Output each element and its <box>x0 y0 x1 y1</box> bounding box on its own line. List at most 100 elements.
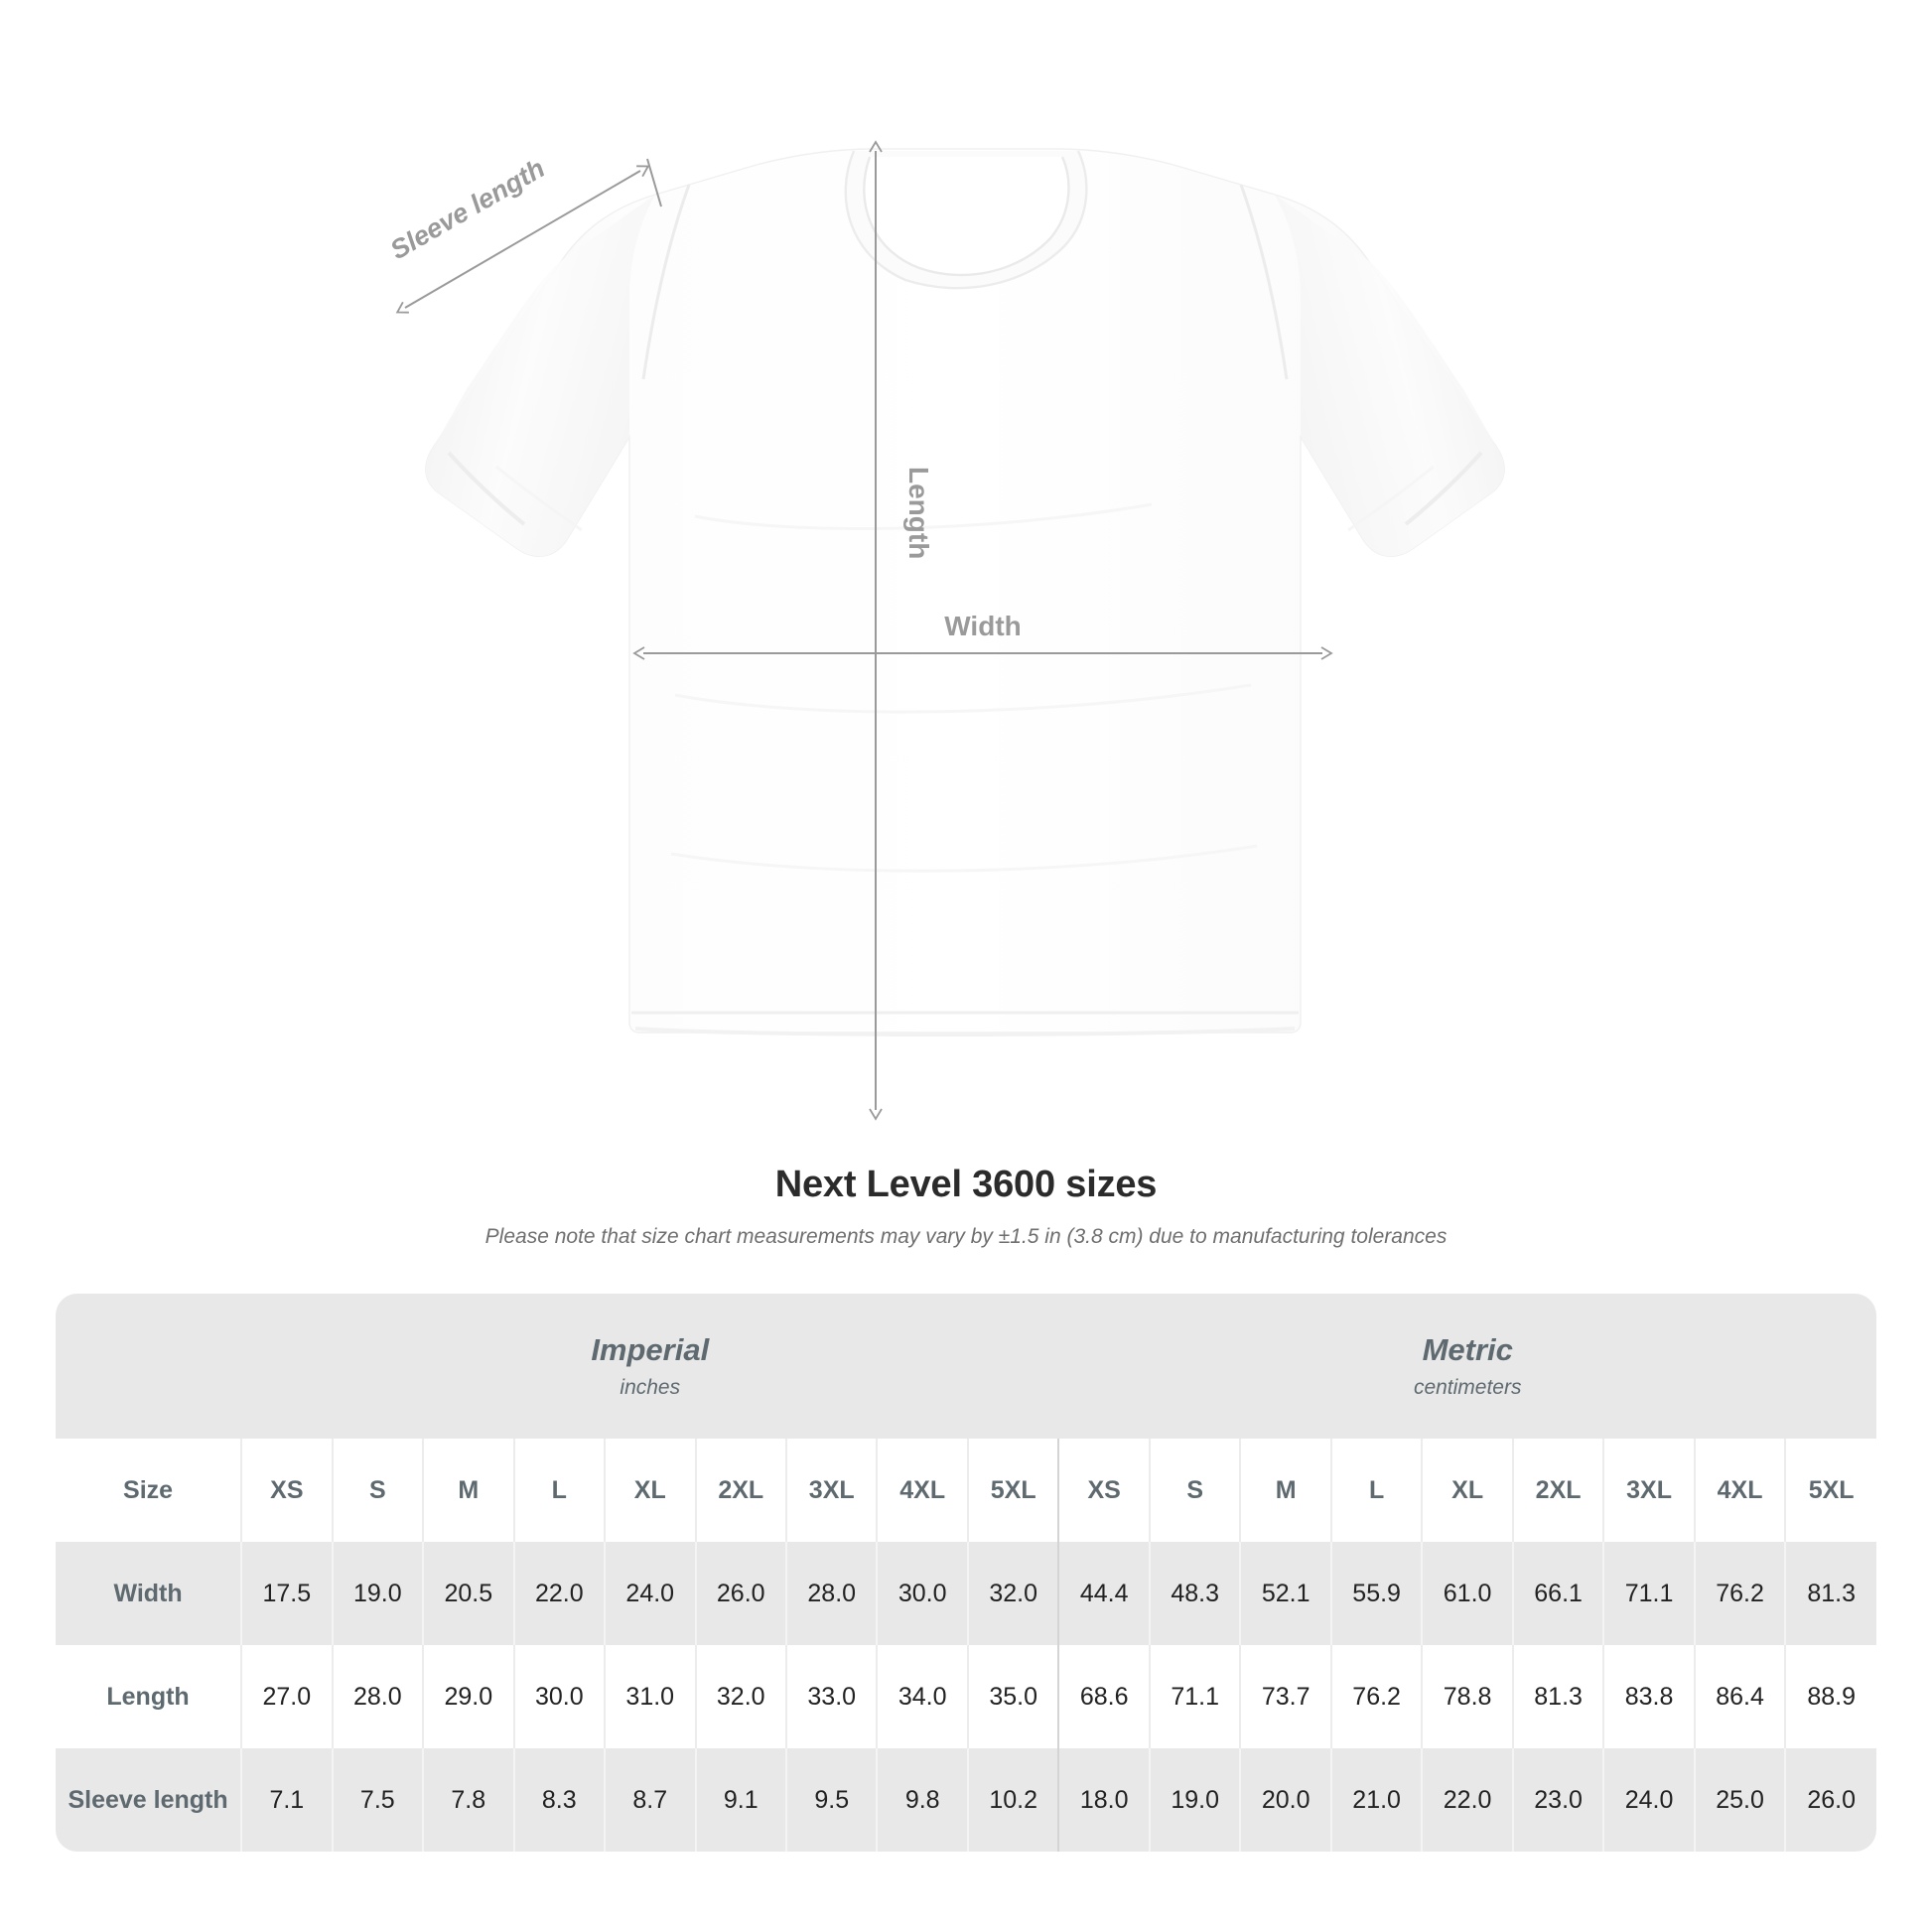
size-header-imperial-2xl: 2XL <box>694 1439 786 1542</box>
size-header-metric-m: M <box>1239 1439 1331 1542</box>
bottom-hem-fold <box>634 1027 1296 1036</box>
cell-imperial-xl: 24.0 <box>604 1542 696 1645</box>
cell-imperial-xl: 31.0 <box>604 1645 696 1748</box>
size-table-container: Imperial inches Metric centimeters Size XS S M L… <box>56 1294 1876 1852</box>
unit-group-header-metric: Metric centimeters <box>1058 1294 1876 1439</box>
size-row-label: Size <box>56 1439 242 1542</box>
cell-imperial-5xl: 10.2 <box>966 1748 1059 1852</box>
tolerance-note: Please note that size chart measurements… <box>484 1224 1448 1248</box>
cell-metric-2xl: 23.0 <box>1511 1748 1604 1852</box>
size-header-imperial-xs: XS <box>240 1439 333 1542</box>
cell-imperial-3xl: 33.0 <box>784 1645 878 1748</box>
tshirt-diagram: Sleeve length Length Width <box>385 140 1505 1121</box>
cell-imperial-xs: 27.0 <box>240 1645 333 1748</box>
cell-imperial-m: 20.5 <box>422 1542 514 1645</box>
cell-metric-3xl: 24.0 <box>1602 1748 1695 1852</box>
measurement-row-label: Width <box>56 1542 242 1645</box>
table-row: Width 17.5 19.0 20.5 22.0 24.0 26.0 28.0 30.0 32.… <box>56 1542 1876 1645</box>
unit-name: Metric <box>1422 1332 1513 1368</box>
size-header-imperial-4xl: 4XL <box>876 1439 968 1542</box>
size-header-metric-xl: XL <box>1421 1439 1513 1542</box>
size-header-metric-4xl: 4XL <box>1693 1439 1786 1542</box>
fabric-creases <box>495 465 1435 873</box>
size-header-imperial-xl: XL <box>604 1439 696 1542</box>
cell-imperial-2xl: 9.1 <box>694 1748 786 1852</box>
cell-metric-5xl: 81.3 <box>1784 1542 1876 1645</box>
cell-imperial-l: 22.0 <box>512 1542 606 1645</box>
unit-subtitle: inches <box>620 1375 681 1399</box>
shoulder-seam-right <box>1239 184 1289 380</box>
cell-imperial-m: 29.0 <box>422 1645 514 1748</box>
unit-header-row: Imperial inches Metric centimeters <box>56 1294 1876 1439</box>
cell-imperial-m: 7.8 <box>422 1748 514 1852</box>
cell-metric-m: 73.7 <box>1239 1645 1331 1748</box>
size-header-metric-2xl: 2XL <box>1511 1439 1604 1542</box>
sleeve-hem-right <box>1404 451 1483 526</box>
cell-metric-5xl: 88.9 <box>1784 1645 1876 1748</box>
size-header-imperial-m: M <box>422 1439 514 1542</box>
size-header-metric-xs: XS <box>1057 1439 1150 1542</box>
cell-imperial-3xl: 28.0 <box>784 1542 878 1645</box>
cell-imperial-2xl: 26.0 <box>694 1542 786 1645</box>
cell-metric-s: 71.1 <box>1148 1645 1241 1748</box>
width-label: Width <box>944 611 1022 641</box>
cell-imperial-xs: 17.5 <box>240 1542 333 1645</box>
size-header-metric-l: L <box>1329 1439 1423 1542</box>
cell-imperial-l: 30.0 <box>512 1645 606 1748</box>
chart-heading-block: Next Level 3600 sizes Please note that s… <box>0 1164 1932 1250</box>
page-title: Next Level 3600 sizes <box>774 1164 1158 1205</box>
cell-imperial-4xl: 34.0 <box>876 1645 968 1748</box>
size-header-row: Size XS S M L XL 2XL 3XL 4XL 5XL XS S M L XL 2XL 3XL 4XL 5… <box>56 1439 1876 1542</box>
cell-metric-3xl: 83.8 <box>1602 1645 1695 1748</box>
cell-metric-xl: 61.0 <box>1421 1542 1513 1645</box>
cell-metric-l: 76.2 <box>1329 1645 1423 1748</box>
table-row: Length 27.0 28.0 29.0 30.0 31.0 32.0 33.0 34.0 35… <box>56 1645 1876 1748</box>
unit-group-header-imperial: Imperial inches <box>241 1294 1059 1439</box>
measurement-row-label: Length <box>56 1645 242 1748</box>
length-label: Length <box>903 467 934 559</box>
sleeve-hem-left <box>447 451 526 526</box>
table-corner-cell <box>56 1294 242 1439</box>
cell-metric-xl: 78.8 <box>1421 1645 1513 1748</box>
cell-metric-s: 48.3 <box>1148 1542 1241 1645</box>
cell-metric-2xl: 81.3 <box>1511 1645 1604 1748</box>
cell-imperial-xs: 7.1 <box>240 1748 333 1852</box>
cell-imperial-5xl: 35.0 <box>966 1645 1059 1748</box>
tshirt-right-sleeve <box>1275 195 1505 557</box>
cell-imperial-3xl: 9.5 <box>784 1748 878 1852</box>
cell-metric-xs: 18.0 <box>1057 1748 1150 1852</box>
cell-metric-s: 19.0 <box>1148 1748 1241 1852</box>
cell-metric-4xl: 25.0 <box>1693 1748 1786 1852</box>
size-header-metric-s: S <box>1148 1439 1241 1542</box>
cell-metric-m: 20.0 <box>1239 1748 1331 1852</box>
unit-subtitle: centimeters <box>1413 1375 1522 1399</box>
sleeve-length-tick <box>646 158 662 207</box>
cell-imperial-5xl: 32.0 <box>966 1542 1059 1645</box>
cell-metric-5xl: 26.0 <box>1784 1748 1876 1852</box>
size-table: Imperial inches Metric centimeters Size XS S M L… <box>56 1294 1876 1852</box>
neck-opening <box>863 156 1070 277</box>
size-header-metric-3xl: 3XL <box>1602 1439 1695 1542</box>
cell-metric-xl: 22.0 <box>1421 1748 1513 1852</box>
size-header-metric-5xl: 5XL <box>1784 1439 1876 1542</box>
cell-metric-4xl: 86.4 <box>1693 1645 1786 1748</box>
cell-imperial-l: 8.3 <box>512 1748 606 1852</box>
cell-metric-l: 55.9 <box>1329 1542 1423 1645</box>
cell-imperial-4xl: 30.0 <box>876 1542 968 1645</box>
sleeve-length-label: Sleeve length <box>385 153 550 265</box>
cell-imperial-s: 28.0 <box>331 1645 424 1748</box>
cell-imperial-xl: 8.7 <box>604 1748 696 1852</box>
cell-metric-xs: 44.4 <box>1057 1542 1150 1645</box>
measurement-row-label: Sleeve length <box>56 1748 242 1852</box>
size-header-imperial-3xl: 3XL <box>784 1439 878 1542</box>
cell-metric-xs: 68.6 <box>1057 1645 1150 1748</box>
cell-imperial-s: 19.0 <box>331 1542 424 1645</box>
cell-metric-l: 21.0 <box>1329 1748 1423 1852</box>
shoulder-seam-left <box>641 184 691 380</box>
size-header-imperial-5xl: 5XL <box>966 1439 1059 1542</box>
unit-name: Imperial <box>591 1332 710 1368</box>
cell-metric-2xl: 66.1 <box>1511 1542 1604 1645</box>
table-row: Sleeve length 7.1 7.5 7.8 8.3 8.7 9.1 9.5 9.8 10.… <box>56 1748 1876 1852</box>
sleeve-length-arrow <box>395 165 650 314</box>
